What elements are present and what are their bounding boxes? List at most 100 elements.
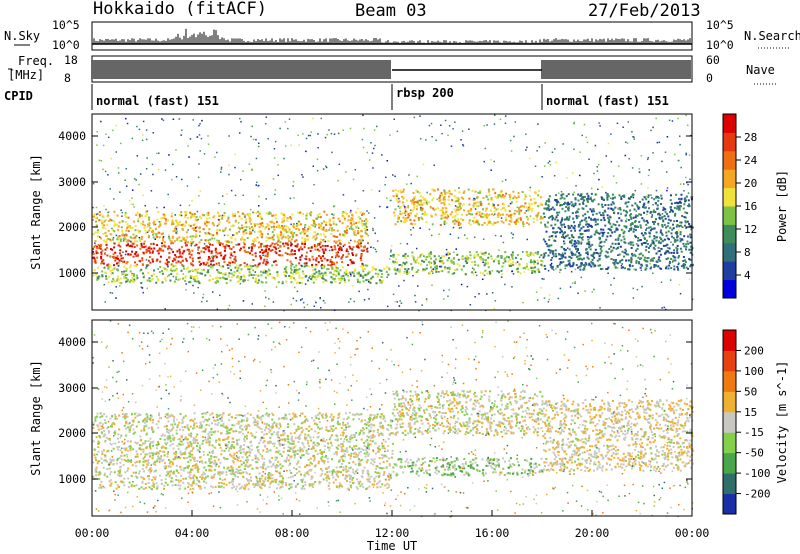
heatmap-cell (682, 265, 685, 268)
heatmap-cell (355, 221, 358, 224)
heatmap-cell (431, 269, 434, 272)
heatmap-cell (443, 195, 446, 198)
heatmap-cell (227, 267, 230, 270)
heatmap-cell (113, 230, 116, 233)
heatmap-cell (140, 268, 143, 271)
heatmap-cell (563, 242, 566, 245)
heatmap-cell (95, 250, 98, 253)
heatmap-cell (118, 445, 121, 448)
heatmap-cell (276, 271, 279, 274)
heatmap-cell (202, 268, 205, 271)
heatmap-cell (192, 269, 195, 272)
heatmap-cell (401, 201, 404, 204)
heatmap-cell (500, 208, 503, 211)
heatmap-cell (529, 215, 532, 217)
heatmap-cell (181, 224, 184, 227)
heatmap-cell (216, 231, 219, 234)
heatmap-cell (621, 229, 624, 232)
heatmap-cell (551, 151, 554, 154)
heatmap-cell (689, 241, 692, 244)
heatmap-cell (147, 247, 150, 250)
heatmap-cell (264, 227, 267, 230)
heatmap-cell (199, 122, 201, 125)
heatmap-cell (631, 194, 634, 197)
heatmap-cell (146, 264, 149, 267)
heatmap-cell (488, 252, 491, 255)
heatmap-cell (218, 241, 221, 244)
heatmap-cell (599, 254, 602, 256)
heatmap-cell (423, 268, 426, 271)
heatmap-cell (267, 237, 270, 240)
heatmap-cell (303, 246, 306, 249)
heatmap-cell (180, 211, 183, 214)
heatmap-cell (321, 244, 324, 247)
heatmap-cell (216, 241, 219, 244)
heatmap-cell (209, 233, 212, 236)
heatmap-cell (534, 271, 537, 274)
heatmap-cell (338, 163, 341, 166)
heatmap-cell (332, 267, 335, 270)
heatmap-cell (567, 227, 570, 230)
heatmap-cell (631, 254, 634, 257)
heatmap-cell (190, 277, 193, 280)
heatmap-cell (491, 213, 494, 216)
heatmap-cell (581, 201, 584, 204)
heatmap-cell (608, 215, 611, 218)
heatmap-cell (374, 272, 377, 275)
heatmap-cell (439, 209, 442, 212)
heatmap-cell (679, 183, 682, 185)
heatmap-cell (235, 260, 237, 262)
heatmap-cell (426, 264, 428, 266)
heatmap-cell (670, 251, 673, 254)
heatmap-cell (404, 211, 407, 214)
heatmap-cell (647, 201, 650, 204)
heatmap-cell (585, 204, 588, 207)
heatmap-cell (443, 223, 446, 226)
heatmap-cell (662, 209, 665, 212)
heatmap-cell (398, 305, 401, 307)
heatmap-cell (163, 222, 166, 225)
heatmap-cell (251, 239, 254, 242)
heatmap-cell (515, 219, 518, 222)
heatmap-cell (505, 213, 508, 216)
heatmap-cell (555, 255, 558, 258)
cpid-label: CPID (4, 89, 33, 103)
heatmap-cell (287, 240, 290, 243)
heatmap-cell (342, 233, 345, 236)
heatmap-cell (263, 258, 266, 261)
date-title: 27/Feb/2013 (588, 1, 701, 21)
heatmap-cell (574, 203, 577, 206)
heatmap-cell (218, 264, 221, 266)
heatmap-cell (494, 221, 497, 224)
heatmap-cell (250, 265, 253, 268)
heatmap-cell (418, 199, 421, 202)
heatmap-cell (274, 213, 277, 216)
heatmap-cell (639, 213, 642, 216)
heatmap-cell (442, 213, 445, 216)
heatmap-cell (125, 413, 128, 416)
heatmap-cell (292, 223, 295, 226)
heatmap-cell (407, 204, 409, 207)
heatmap-cell (434, 208, 437, 211)
heatmap-cell (503, 195, 506, 198)
heatmap-cell (487, 198, 490, 201)
heatmap-cell (324, 271, 327, 274)
heatmap-cell (118, 252, 121, 255)
heatmap-cell (488, 270, 491, 273)
heatmap-cell (547, 162, 550, 164)
heatmap-cell (225, 277, 228, 280)
heatmap-cell (590, 225, 593, 228)
heatmap-cell (221, 195, 224, 197)
heatmap-cell (490, 197, 493, 200)
heatmap-cell (485, 196, 488, 199)
heatmap-cell (224, 277, 227, 280)
heatmap-cell (530, 203, 533, 206)
heatmap-cell (168, 274, 171, 277)
heatmap-cell (375, 282, 378, 285)
heatmap-cell (394, 272, 397, 275)
heatmap-cell (471, 267, 474, 269)
heatmap-cell (357, 246, 360, 249)
heatmap-cell (492, 260, 495, 263)
heatmap-cell (175, 225, 178, 228)
heatmap-cell (406, 272, 409, 275)
